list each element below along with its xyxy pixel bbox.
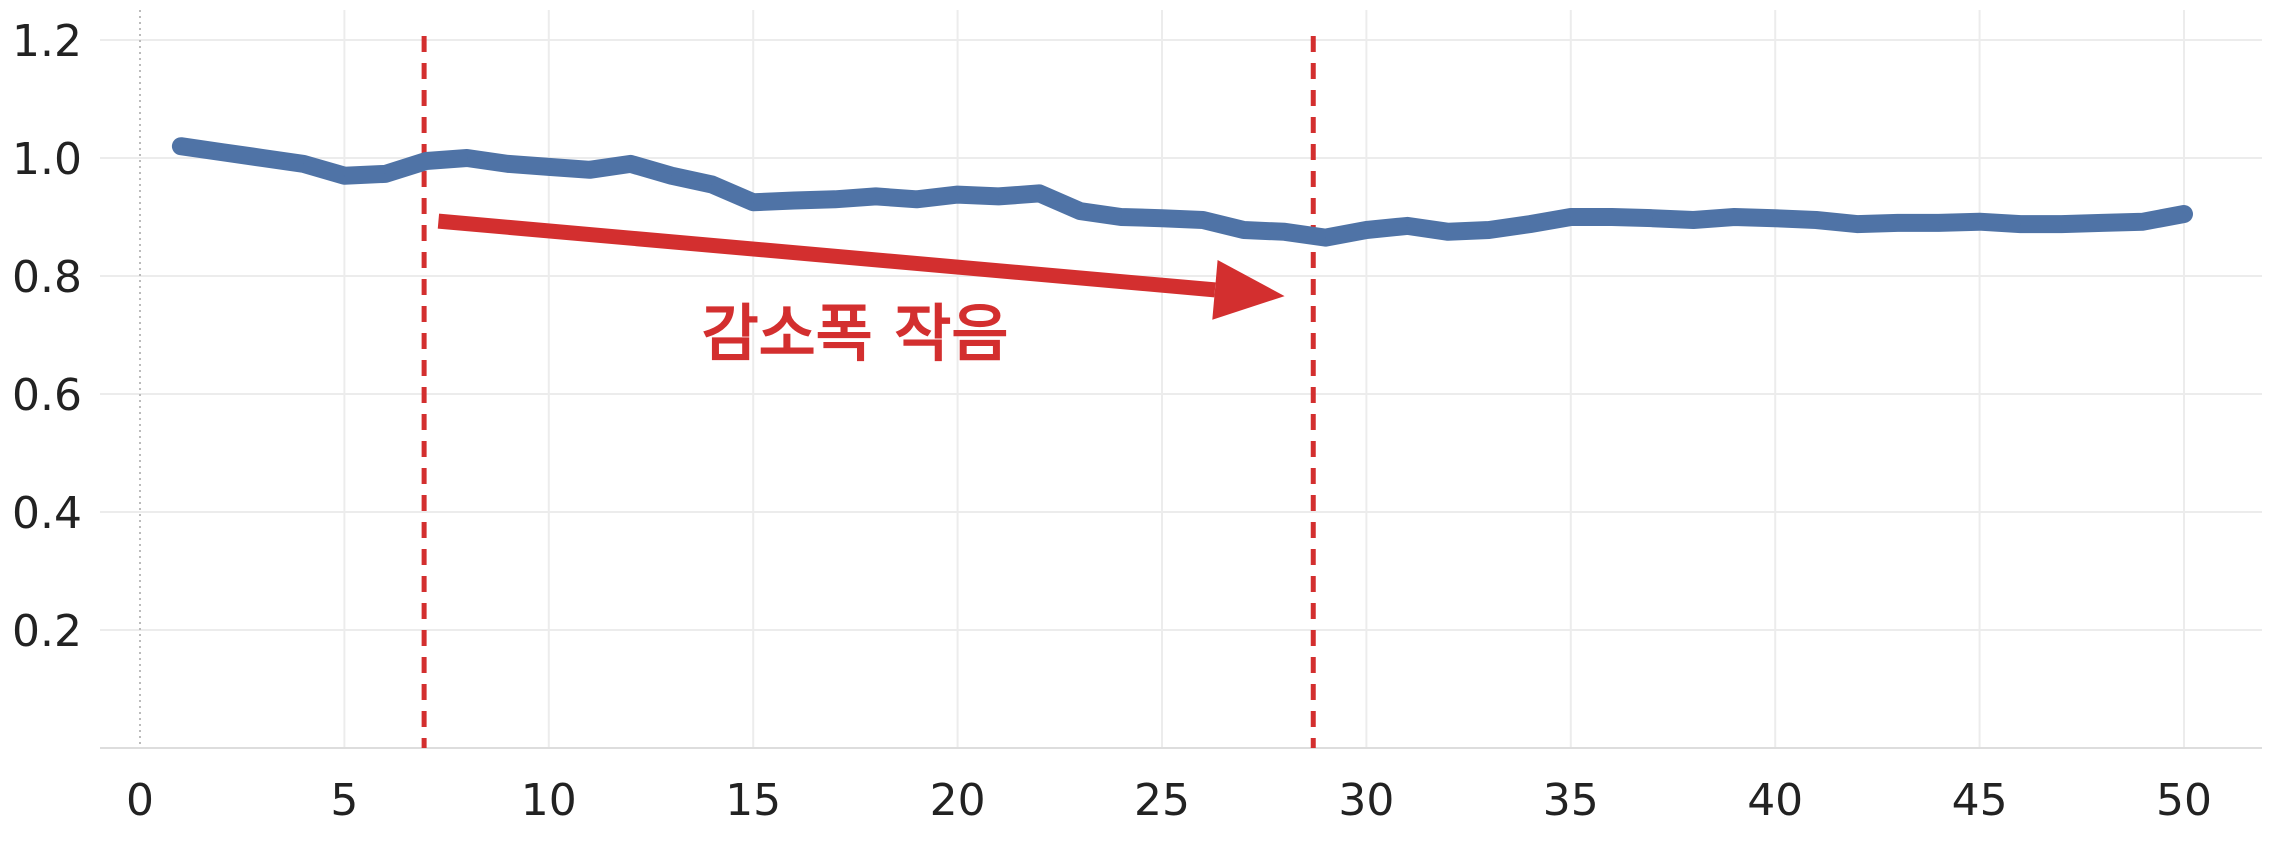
data-point (2101, 222, 2103, 224)
annotation-arrow-shaft (437, 213, 1216, 298)
x-tick-label: 45 (1952, 775, 2008, 826)
data-point (875, 195, 877, 197)
y-tick-label: 0.6 (12, 370, 82, 421)
data-point (1692, 219, 1694, 221)
data-point (2183, 213, 2185, 215)
data-point (589, 169, 591, 171)
data-point (1611, 216, 1613, 218)
x-tick-label: 0 (126, 775, 154, 826)
data-point (1488, 229, 1490, 231)
series-layer (171, 137, 2193, 247)
data-point (997, 195, 999, 197)
annotation-layer: 감소폭 작음 (437, 213, 1285, 370)
data-point (1038, 192, 1040, 194)
data-point (2060, 223, 2062, 225)
data-point (1815, 219, 1817, 221)
y-tick-label: 0.4 (12, 488, 82, 539)
data-point (303, 163, 305, 165)
data-point (1897, 222, 1899, 224)
data-point (1284, 231, 1286, 233)
data-point (262, 157, 264, 159)
x-tick-label: 10 (521, 775, 577, 826)
y-tick-label: 0.2 (12, 606, 82, 657)
data-point (1652, 217, 1654, 219)
data-point (1570, 216, 1572, 218)
data-point (1938, 222, 1940, 224)
data-point (425, 160, 427, 162)
x-tick-label: 30 (1338, 775, 1394, 826)
data-point (793, 199, 795, 201)
data-point (1406, 225, 1408, 227)
x-tick-label: 40 (1747, 775, 1803, 826)
data-point (1365, 229, 1367, 231)
y-tick-label: 0.8 (12, 252, 82, 303)
data-point (507, 163, 509, 165)
x-axis-ticks: 0 5 10 15 20 25 30 35 40 45 50 (126, 775, 2212, 826)
data-point (548, 166, 550, 168)
x-tick-label: 50 (2156, 775, 2212, 826)
data-point (834, 198, 836, 200)
data-point (1733, 216, 1735, 218)
y-tick-label: 1.0 (12, 134, 82, 185)
data-point (1979, 221, 1981, 223)
x-tick-label: 25 (1134, 775, 1190, 826)
data-point (384, 173, 386, 175)
x-tick-label: 20 (930, 775, 986, 826)
data-point (2142, 221, 2144, 223)
data-point (916, 198, 918, 200)
data-point (1202, 219, 1204, 221)
x-tick-label: 15 (725, 775, 781, 826)
data-point (752, 201, 754, 203)
data-point (466, 157, 468, 159)
data-point (1161, 217, 1163, 219)
data-point (711, 184, 713, 186)
data-point (221, 151, 223, 153)
grid-layer (100, 10, 2262, 749)
annotation-label: 감소폭 작음 (702, 297, 1009, 370)
data-point (180, 145, 182, 147)
data-point (2019, 223, 2021, 225)
data-point (1079, 210, 1081, 212)
series-line (171, 137, 2193, 247)
data-point (1325, 237, 1327, 239)
annotation-arrow-head (1212, 260, 1285, 320)
data-point (343, 175, 345, 177)
data-point (1447, 231, 1449, 233)
data-point (1243, 229, 1245, 231)
y-axis-ticks: 0.2 0.4 0.6 0.8 1.0 1.2 (12, 16, 82, 657)
data-point (1774, 217, 1776, 219)
x-tick-label: 35 (1543, 775, 1599, 826)
data-point (1856, 223, 1858, 225)
data-point (1120, 216, 1122, 218)
y-tick-label: 1.2 (12, 16, 82, 67)
data-point (670, 175, 672, 177)
data-point (630, 163, 632, 165)
reference-lines (421, 36, 1316, 748)
data-point (1529, 223, 1531, 225)
x-tick-label: 5 (330, 775, 358, 826)
data-point (957, 194, 959, 196)
